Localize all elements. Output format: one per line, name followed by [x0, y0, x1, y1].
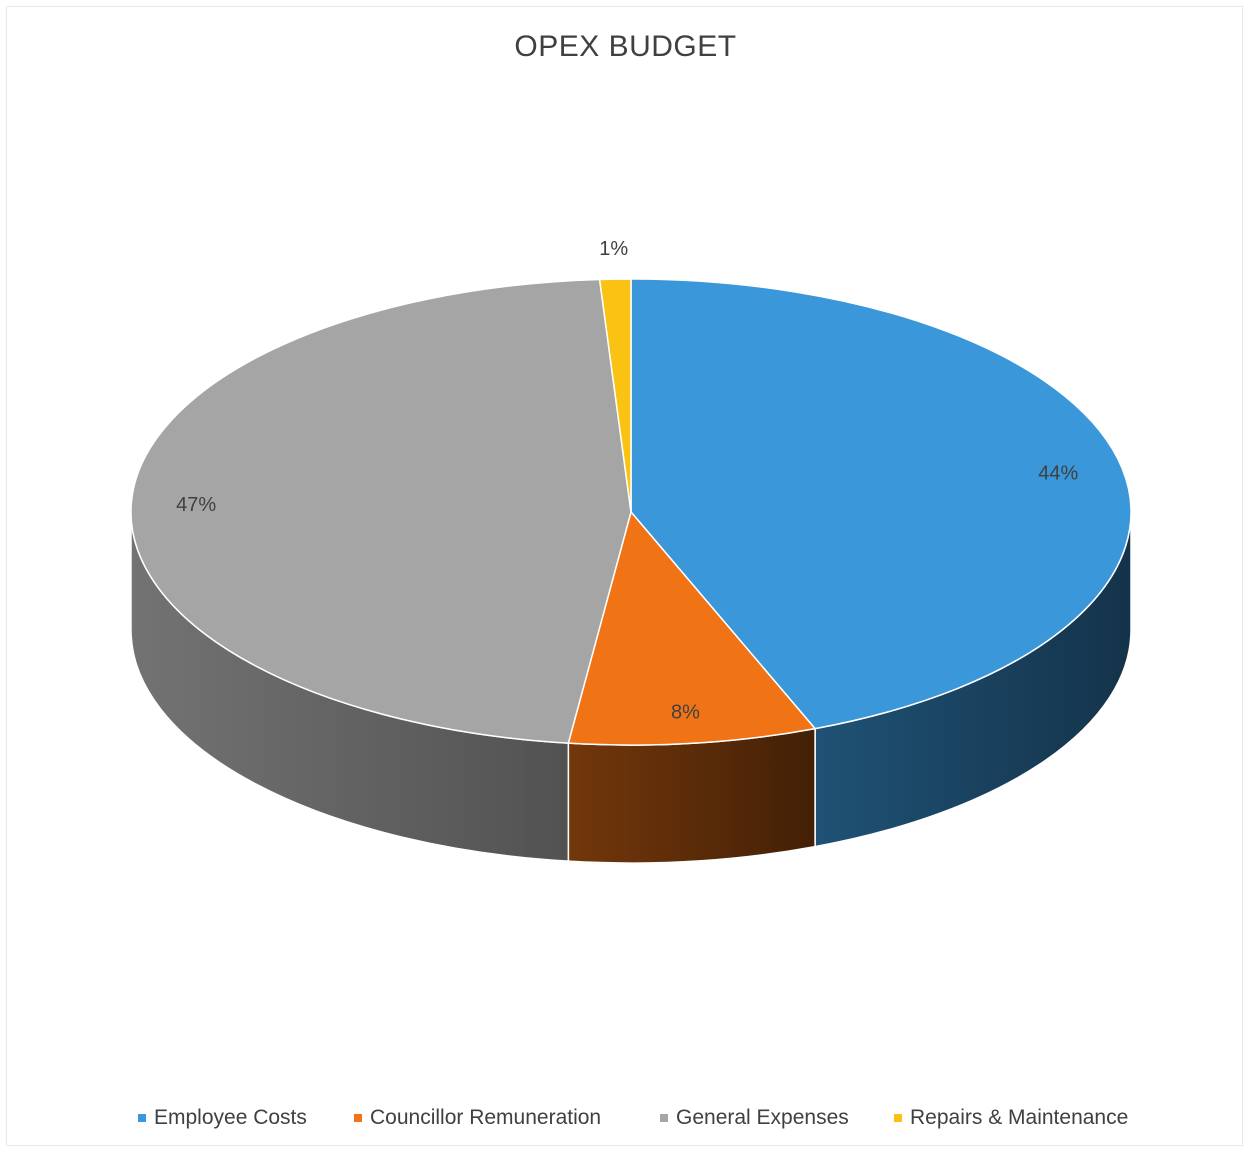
data-label-layer: 44% 8% 47% 1%: [176, 238, 1078, 723]
slice-general-expenses: [130, 278, 632, 744]
legend-swatch-employee-costs: [138, 1114, 146, 1122]
data-label-repairs-maintenance: 1%: [599, 238, 628, 260]
data-label-employee-costs: 44%: [1038, 462, 1078, 484]
legend-label-employee-costs: Employee Costs: [154, 1106, 307, 1129]
legend: Employee Costs Councillor Remuneration G…: [0, 1106, 1251, 1140]
pie-top-layer: [130, 278, 1132, 746]
legend-item-repairs-maintenance: Repairs & Maintenance: [894, 1106, 1128, 1130]
legend-item-councillor-remuneration: Councillor Remuneration: [354, 1106, 601, 1130]
data-label-general-expenses: 47%: [176, 494, 216, 516]
slice-employee-costs: [630, 278, 1132, 730]
chart-title: OPEX BUDGET: [514, 30, 737, 63]
legend-label-general-expenses: General Expenses: [676, 1106, 849, 1129]
pie-chart: 44% 8% 47% 1%: [130, 238, 1132, 864]
legend-item-employee-costs: Employee Costs: [138, 1106, 307, 1130]
slice-repairs-maintenance: [598, 278, 632, 513]
legend-item-general-expenses: General Expenses: [660, 1106, 849, 1130]
data-label-councillor-remuneration: 8%: [671, 701, 700, 723]
legend-swatch-councillor-remuneration: [354, 1114, 362, 1122]
pie-side-layer: [130, 511, 1132, 864]
legend-label-repairs-maintenance: Repairs & Maintenance: [910, 1106, 1129, 1129]
slice-councillor-remuneration: [567, 510, 817, 746]
legend-swatch-repairs-maintenance: [894, 1114, 902, 1122]
slice-side-councillor-remuneration: [567, 727, 816, 864]
legend-swatch-general-expenses: [660, 1114, 668, 1122]
legend-label-councillor-remuneration: Councillor Remuneration: [370, 1106, 602, 1129]
